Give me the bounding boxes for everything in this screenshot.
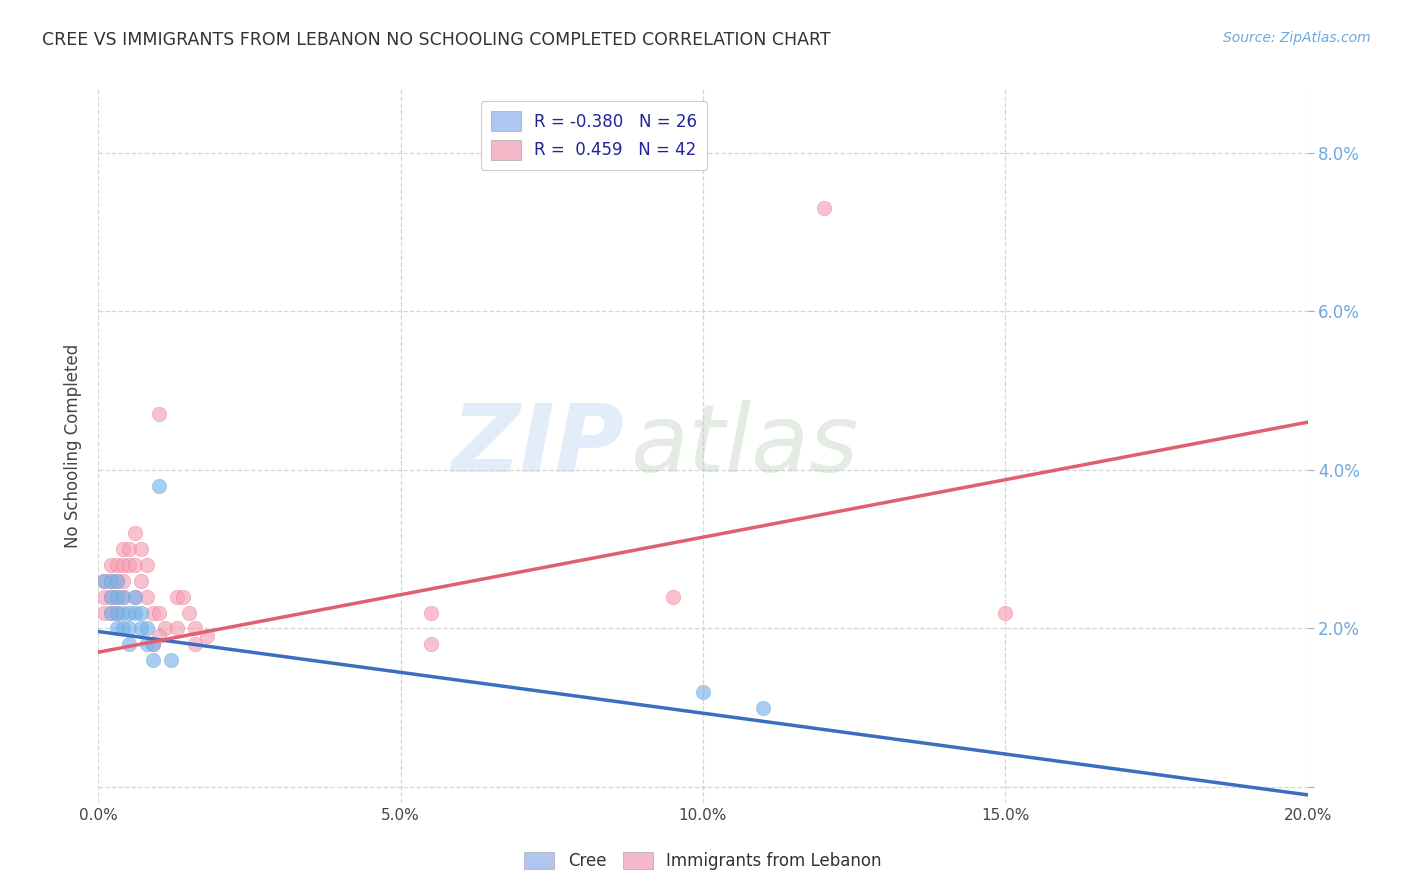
Point <box>166 590 188 604</box>
Point <box>105 621 128 635</box>
Point <box>93 574 115 588</box>
Point <box>111 542 134 557</box>
Point <box>142 606 165 620</box>
Point <box>105 606 128 620</box>
Point <box>135 637 157 651</box>
Point <box>118 606 141 620</box>
Point <box>179 606 201 620</box>
Point <box>100 558 122 572</box>
Point <box>195 629 218 643</box>
Point <box>93 606 115 620</box>
Point <box>93 574 115 588</box>
Point <box>105 606 128 620</box>
Text: CREE VS IMMIGRANTS FROM LEBANON NO SCHOOLING COMPLETED CORRELATION CHART: CREE VS IMMIGRANTS FROM LEBANON NO SCHOO… <box>42 31 831 49</box>
Point <box>111 606 134 620</box>
Point <box>661 590 683 604</box>
Text: Source: ZipAtlas.com: Source: ZipAtlas.com <box>1223 31 1371 45</box>
Point <box>105 574 128 588</box>
Point <box>172 590 194 604</box>
Point <box>105 590 128 604</box>
Point <box>160 653 183 667</box>
Point <box>142 637 165 651</box>
Point <box>994 606 1017 620</box>
Point <box>118 558 141 572</box>
Text: ZIP: ZIP <box>451 400 624 492</box>
Point <box>124 590 146 604</box>
Point <box>420 606 443 620</box>
Point <box>118 637 141 651</box>
Point <box>135 558 157 572</box>
Point <box>142 653 165 667</box>
Point <box>111 558 134 572</box>
Point <box>124 606 146 620</box>
Point <box>129 621 152 635</box>
Point <box>135 621 157 635</box>
Point <box>148 606 170 620</box>
Text: atlas: atlas <box>630 401 859 491</box>
Point <box>124 590 146 604</box>
Point <box>813 201 835 215</box>
Y-axis label: No Schooling Completed: No Schooling Completed <box>65 344 83 548</box>
Point <box>166 621 188 635</box>
Point <box>184 637 207 651</box>
Point <box>100 574 122 588</box>
Point <box>111 574 134 588</box>
Point <box>124 558 146 572</box>
Point <box>100 590 122 604</box>
Point <box>118 542 141 557</box>
Point <box>129 542 152 557</box>
Point <box>105 574 128 588</box>
Point <box>692 685 714 699</box>
Point <box>111 621 134 635</box>
Point <box>148 407 170 421</box>
Point <box>100 606 122 620</box>
Legend: Cree, Immigrants from Lebanon: Cree, Immigrants from Lebanon <box>517 845 889 877</box>
Point <box>93 590 115 604</box>
Point <box>111 590 134 604</box>
Point <box>142 637 165 651</box>
Point <box>420 637 443 651</box>
Point <box>184 621 207 635</box>
Point <box>100 606 122 620</box>
Point <box>129 606 152 620</box>
Point <box>100 574 122 588</box>
Point <box>105 590 128 604</box>
Point <box>100 590 122 604</box>
Point <box>118 621 141 635</box>
Point <box>153 621 176 635</box>
Point <box>105 558 128 572</box>
Point <box>148 629 170 643</box>
Point <box>148 478 170 492</box>
Point <box>752 700 775 714</box>
Point <box>111 590 134 604</box>
Point <box>124 526 146 541</box>
Point <box>129 574 152 588</box>
Legend: R = -0.380   N = 26, R =  0.459   N = 42: R = -0.380 N = 26, R = 0.459 N = 42 <box>481 101 707 170</box>
Point <box>135 590 157 604</box>
